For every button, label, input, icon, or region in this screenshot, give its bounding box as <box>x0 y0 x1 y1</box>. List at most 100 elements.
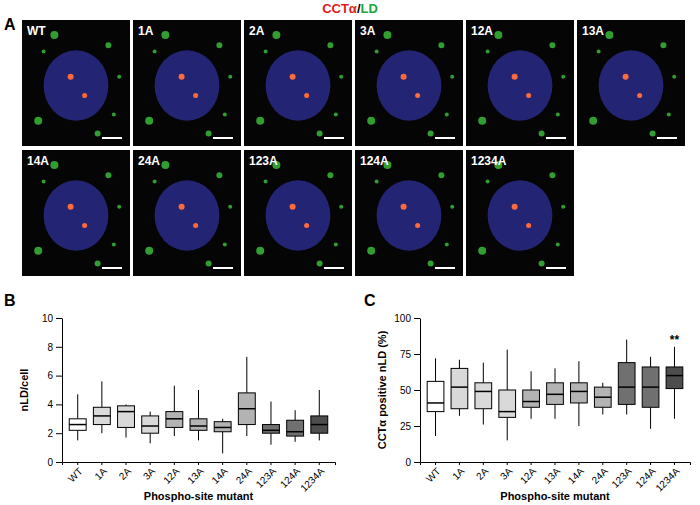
lipid-droplet <box>334 243 338 247</box>
x-tick: 12A <box>518 462 539 486</box>
tick-mark <box>414 318 420 319</box>
whisker-low <box>246 425 247 437</box>
lipid-droplet <box>95 130 101 136</box>
tick-label: 13A <box>185 465 206 486</box>
tick-mark <box>77 462 78 465</box>
lipid-droplet <box>339 205 343 209</box>
scale-bar <box>546 267 566 269</box>
axis-line <box>421 463 691 466</box>
image-background <box>133 20 241 146</box>
tick-label: 75 <box>400 349 412 360</box>
lipid-droplet <box>539 260 545 266</box>
nucleus <box>377 50 442 121</box>
lipid-droplet <box>223 243 227 247</box>
x-tick: 24A <box>234 462 255 486</box>
tick-label: 100 <box>394 313 411 324</box>
tick-mark <box>56 376 62 377</box>
lipid-droplet <box>112 113 116 117</box>
lipid-droplet <box>561 205 565 209</box>
tick-mark <box>414 426 420 427</box>
lipid-droplet <box>556 113 560 117</box>
scale-bar <box>435 137 455 139</box>
y-tick: 6 <box>47 370 62 381</box>
lipid-droplet <box>650 130 656 136</box>
lipid-droplet <box>486 180 490 184</box>
axis-line <box>420 319 421 463</box>
tick-label: 1A <box>93 465 110 482</box>
median <box>571 391 588 393</box>
image-label: 123A <box>249 154 278 168</box>
lipid-droplet <box>317 130 323 136</box>
nucleus <box>488 50 553 121</box>
box <box>311 390 328 440</box>
lipid-droplet <box>556 243 560 247</box>
y-axis: 0246810 <box>42 313 63 468</box>
whisker-low <box>626 404 627 414</box>
x-tick: 2A <box>474 462 491 482</box>
x-tick: 1A <box>93 462 110 482</box>
box <box>190 390 207 440</box>
tick-label: 123A <box>254 465 279 490</box>
lipid-droplet <box>605 31 613 39</box>
median <box>499 411 516 413</box>
tick-label: 12A <box>518 465 539 486</box>
tick-mark <box>414 354 420 355</box>
box-body <box>523 390 540 407</box>
nuclear-droplet <box>193 223 198 228</box>
box <box>499 350 516 441</box>
tick-mark <box>602 462 603 465</box>
image-panel: 124A <box>355 150 463 276</box>
lipid-droplet <box>105 172 111 178</box>
median <box>642 386 659 388</box>
whisker-low <box>126 427 127 437</box>
tick-label: 0 <box>405 457 411 468</box>
image-background <box>22 150 130 276</box>
lipid-droplet <box>428 130 434 136</box>
image-label: 3A <box>360 24 376 38</box>
whisker-high <box>101 381 102 407</box>
x-tick: 13A <box>185 462 206 486</box>
image-label: 13A <box>582 24 604 38</box>
tick-label: 8 <box>47 342 53 353</box>
image-panel: 1A <box>133 20 241 146</box>
nucleus <box>155 180 220 251</box>
whisker-low <box>507 417 508 440</box>
image-panel: 14A <box>22 150 130 276</box>
lipid-droplet <box>228 75 232 79</box>
whisker-low <box>198 430 199 440</box>
tick-mark <box>56 318 62 319</box>
lipid-droplet <box>317 260 323 266</box>
tick-mark <box>626 462 627 465</box>
lipid-droplet <box>42 180 46 184</box>
x-tick: 24A <box>589 462 610 486</box>
figure: ACCTα/LDWT1A2A3A12A13A14A24A123A124A1234… <box>0 0 700 505</box>
lipid-droplet <box>375 180 379 184</box>
lipid-droplet <box>50 31 58 39</box>
plot-area <box>69 357 328 453</box>
tick-mark <box>126 462 127 465</box>
image-label: 24A <box>138 154 160 168</box>
box-body <box>547 383 564 405</box>
nuclear-droplet <box>512 74 518 80</box>
whisker-high <box>602 383 603 387</box>
box-body <box>571 383 588 403</box>
box <box>666 347 683 419</box>
lipid-droplet <box>597 50 601 54</box>
tick-mark <box>222 462 223 465</box>
lipid-droplet <box>539 130 545 136</box>
lipid-droplet <box>206 260 212 266</box>
tick-mark <box>56 462 62 463</box>
lipid-droplet <box>367 247 375 255</box>
image-panel: 3A <box>355 20 463 146</box>
median <box>118 411 135 413</box>
whisker-low <box>435 412 436 436</box>
nuclear-droplet <box>415 223 420 228</box>
median <box>287 431 304 433</box>
tick-label: 2A <box>474 465 491 482</box>
nuclear-droplet <box>290 74 296 80</box>
box <box>475 363 492 425</box>
x-axis-title: Phospho-site mutant <box>144 490 254 502</box>
nuclear-droplet <box>179 74 185 80</box>
tick-mark <box>531 462 532 465</box>
scale-bar <box>102 267 122 269</box>
